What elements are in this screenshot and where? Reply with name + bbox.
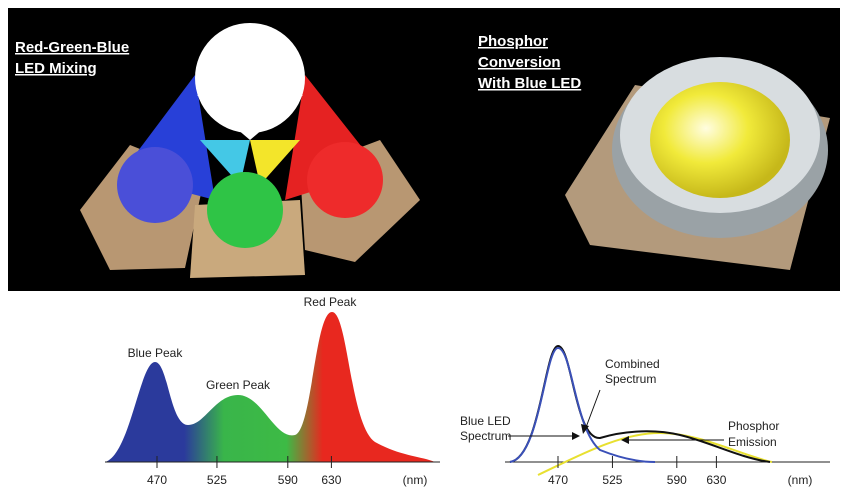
- blue-peak-label: Blue Peak: [128, 346, 184, 360]
- panel-title: With Blue LED: [478, 75, 581, 92]
- combined-label: Spectrum: [605, 372, 656, 386]
- arrowhead: [572, 432, 580, 440]
- arrow: [585, 390, 600, 430]
- panel-title: Phosphor: [478, 33, 548, 50]
- panel-title: Conversion: [478, 54, 561, 71]
- unit-label: (nm): [788, 473, 813, 487]
- panel-title: Red-Green-Blue: [15, 39, 129, 56]
- tick-label: 525: [207, 473, 227, 487]
- panel-title: LED Mixing: [15, 60, 97, 77]
- tick-label: 630: [706, 473, 726, 487]
- green-peak-label: Green Peak: [206, 378, 271, 392]
- red-peak-label: Red Peak: [304, 295, 358, 309]
- blue-led-label: Spectrum: [460, 429, 511, 443]
- blue-led-label: Blue LED: [460, 414, 511, 428]
- tick-label: 525: [602, 473, 622, 487]
- phosphor-label: Phosphor: [728, 419, 779, 433]
- phosphor-label: Emission: [728, 435, 777, 449]
- tick-label: 590: [278, 473, 298, 487]
- combined-label: Combined: [605, 357, 660, 371]
- tick-label: 470: [548, 473, 568, 487]
- tick-label: 590: [667, 473, 687, 487]
- tick-label: 630: [321, 473, 341, 487]
- infographic: Red-Green-Blue LED Mixing Phosphor Conversi…: [0, 0, 845, 497]
- tick-label: 470: [147, 473, 167, 487]
- unit-label: (nm): [403, 473, 428, 487]
